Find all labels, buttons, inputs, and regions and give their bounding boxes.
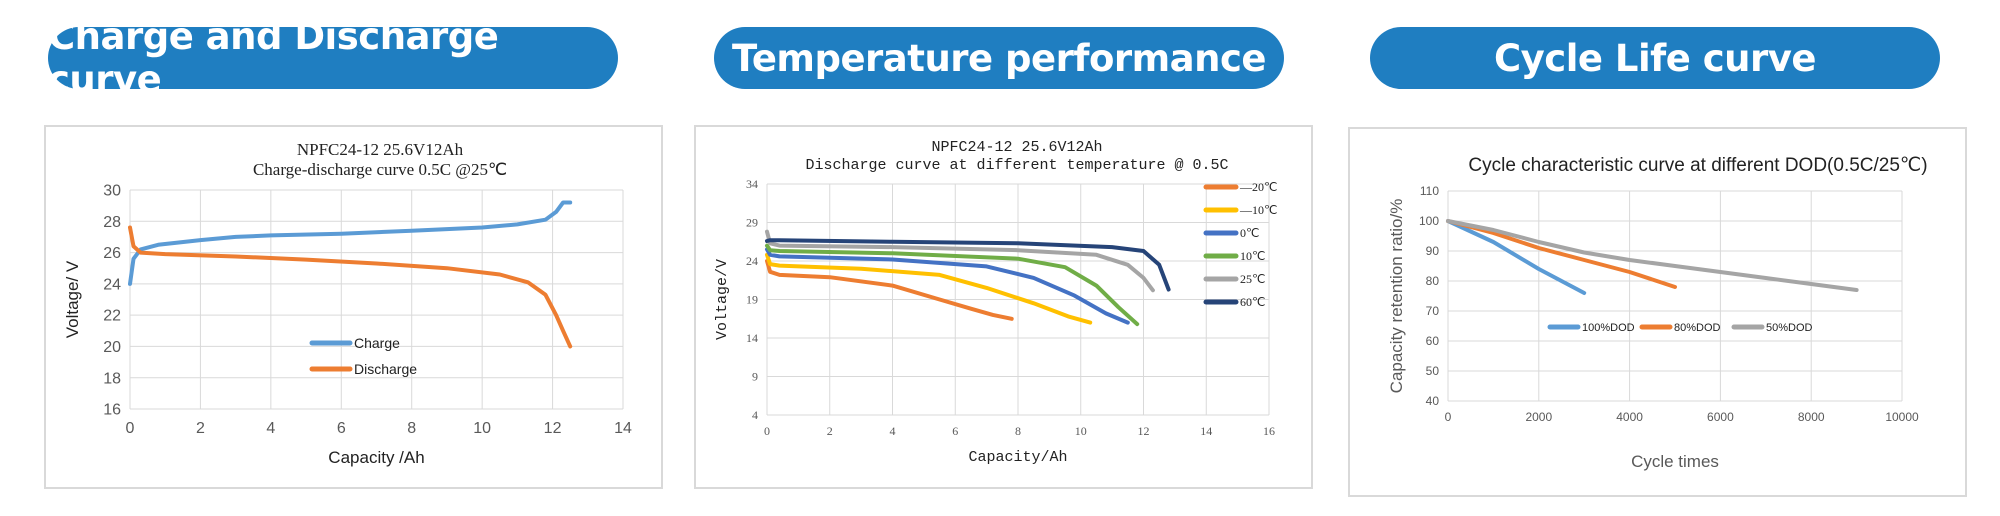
x-tick-label: 14: [1200, 424, 1212, 438]
y-tick-label: 90: [1426, 244, 1440, 258]
x-axis-label: Capacity /Ah: [328, 448, 424, 467]
x-tick-label: 4000: [1616, 410, 1643, 424]
y-tick-label: 50: [1426, 364, 1440, 378]
cycle-life-chart: 40 50 60 70 80 90 100 110 0 2000 4000 6000 8000 10000…: [1387, 155, 1928, 471]
y-tick-label: 20: [103, 339, 121, 356]
x-tick-label: 2: [196, 420, 205, 437]
y-tick-label: 4: [752, 408, 758, 422]
x-axis-label: Cycle times: [1631, 452, 1719, 471]
y-tick-label: 24: [746, 254, 758, 268]
series-line-2: [1446, 219, 1677, 289]
x-tick-label: 10: [1075, 424, 1087, 438]
legend-label: 0℃: [1240, 226, 1259, 240]
legend-label: —10℃: [1239, 203, 1277, 217]
x-tick-label: 14: [614, 420, 632, 437]
y-tick-label: 16: [103, 402, 121, 419]
y-tick-label: 18: [103, 370, 121, 387]
chart-title: NPFC24-12 25.6V12Ah: [931, 139, 1102, 156]
x-tick-label: 4: [266, 420, 275, 437]
y-tick-label: 30: [103, 183, 121, 200]
y-tick-label: 100: [1419, 214, 1439, 228]
x-tick-label: 4: [890, 424, 896, 438]
y-tick-label: 60: [1426, 334, 1440, 348]
y-tick-label: 24: [103, 276, 121, 293]
series-line-1: [128, 200, 573, 286]
x-tick-label: 8000: [1798, 410, 1825, 424]
legend-label: 100%DOD: [1582, 322, 1635, 334]
x-tick-label: 2000: [1525, 410, 1552, 424]
chart-subtitle: Discharge curve at different temperature…: [805, 157, 1228, 174]
series-line-3: [765, 247, 1130, 325]
y-tick-label: 80: [1426, 274, 1440, 288]
x-tick-label: 8: [1015, 424, 1021, 438]
y-axis-label: Voltage/ V: [63, 260, 82, 338]
legend-label: 25℃: [1240, 272, 1265, 286]
x-tick-label: 12: [1138, 424, 1150, 438]
y-tick-label: 19: [746, 293, 758, 307]
y-tick-label: 40: [1426, 394, 1440, 408]
series-line-1: [765, 259, 1014, 321]
x-tick-label: 16: [1263, 424, 1275, 438]
chart-panel-charge-discharge: 16 18 20 22 24 26 28 30 0 2 4 6 8 10 12 14 NPFC24-12 25.…: [44, 125, 663, 489]
series-line-5: [765, 229, 1155, 293]
chart-panel-cycle-life: 40 50 60 70 80 90 100 110 0 2000 4000 6000 8000 10000…: [1348, 127, 1967, 497]
x-tick-label: 6: [952, 424, 958, 438]
y-tick-label: 9: [752, 370, 758, 384]
series-line-1: [1446, 219, 1587, 295]
chart-title: NPFC24-12 25.6V12Ah: [297, 140, 464, 159]
x-tick-label: 10000: [1885, 410, 1919, 424]
chart-title: Cycle characteristic curve at different …: [1468, 155, 1927, 176]
x-tick-label: 10: [473, 420, 491, 437]
x-tick-label: 6: [337, 420, 346, 437]
series-line-2: [765, 252, 1093, 325]
legend-label: 60℃: [1240, 295, 1265, 309]
y-axis-label: Voltage/V: [714, 259, 731, 340]
x-axis-label: Capacity/Ah: [968, 449, 1067, 466]
x-tick-label: 2: [827, 424, 833, 438]
legend-label: 50%DOD: [1766, 322, 1813, 334]
banner-title: Temperature performance: [732, 36, 1267, 80]
y-tick-label: 110: [1420, 184, 1439, 198]
x-tick-label: 0: [764, 424, 770, 438]
banner-temperature: Temperature performance: [714, 27, 1284, 89]
y-tick-label: 70: [1426, 304, 1440, 318]
banner-cycle-life: Cycle Life curve: [1370, 27, 1940, 89]
legend-label: Charge: [354, 335, 400, 351]
legend-label: 80%DOD: [1674, 322, 1721, 334]
chart-panel-temperature: 4 9 14 19 24 29 34 0 2 4 6 8 10 12 14 16 NPFC24-12 25.6V…: [694, 125, 1313, 489]
x-tick-label: 12: [544, 420, 562, 437]
series-line-4: [765, 243, 1140, 327]
y-tick-label: 26: [103, 245, 121, 262]
x-tick-label: 0: [1445, 410, 1452, 424]
legend-label: —20℃: [1239, 180, 1277, 194]
y-tick-label: 22: [103, 308, 121, 325]
series-line-2: [128, 225, 573, 349]
y-tick-label: 14: [746, 331, 758, 345]
legend-label: Discharge: [354, 361, 417, 377]
x-tick-label: 0: [126, 420, 135, 437]
series-line-6: [765, 238, 1171, 292]
banner-title: Cycle Life curve: [1494, 36, 1816, 80]
banner-title: Charge and Discharge curve: [48, 15, 499, 101]
x-tick-label: 8: [407, 420, 416, 437]
series-line-3: [1446, 219, 1859, 292]
y-tick-label: 28: [103, 214, 121, 231]
y-tick-label: 34: [746, 177, 758, 191]
banner-charge-discharge: Charge and Discharge curve: [48, 15, 618, 101]
x-tick-label: 6000: [1707, 410, 1734, 424]
chart-subtitle: Charge-discharge curve 0.5C @25℃: [253, 160, 507, 179]
y-axis-label: Capacity retention ratio/%: [1387, 199, 1406, 394]
y-tick-label: 29: [746, 216, 758, 230]
legend-label: 10℃: [1240, 249, 1265, 263]
